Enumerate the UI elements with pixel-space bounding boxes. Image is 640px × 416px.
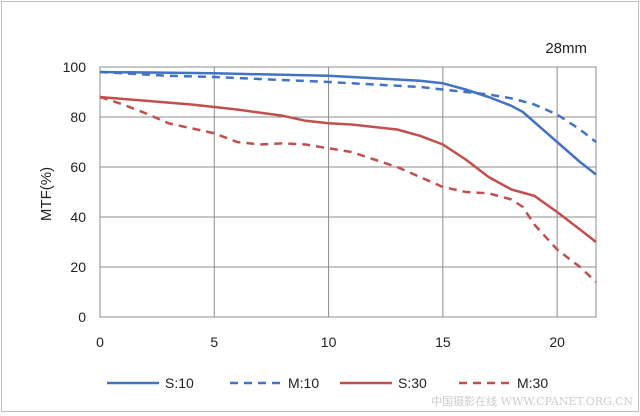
- x-tick-label: 20: [549, 334, 565, 350]
- series-line-1: [99, 70, 597, 176]
- chart-annotation: 28mm: [545, 40, 587, 57]
- y-tick-label: 0: [78, 309, 86, 325]
- legend-label-4: M:30: [517, 375, 548, 391]
- legend-label-2: M:10: [288, 375, 319, 391]
- grid: [99, 66, 597, 318]
- y-tick-label: 60: [70, 159, 86, 175]
- x-tick-label: 10: [321, 334, 337, 350]
- series-line-3: [99, 95, 597, 243]
- y-tick-label: 80: [70, 109, 86, 125]
- axes: 0 20 40 60 80 100 0 5 10 15 20: [63, 59, 565, 350]
- x-tick-label: 0: [96, 334, 104, 350]
- mtf-chart: 0 20 40 60 80 100 0 5 10 15 20 28mm MTF(%) S:10 M:1…: [38, 40, 633, 408]
- y-tick-label: 20: [70, 259, 86, 275]
- series-line-2: [99, 70, 597, 143]
- series-lines: [99, 70, 597, 283]
- watermark: 中国摄影在线 WWW.CPANET.ORG.CN: [431, 394, 633, 408]
- legend-label-1: S:10: [165, 375, 194, 391]
- y-tick-label: 40: [70, 209, 86, 225]
- x-tick-label: 5: [210, 334, 218, 350]
- legend-label-3: S:30: [398, 375, 427, 391]
- series-line-4: [99, 95, 597, 283]
- y-tick-label: 100: [63, 59, 87, 75]
- legend: S:10 M:10 S:30 M:30: [107, 375, 548, 391]
- x-tick-label: 15: [435, 334, 451, 350]
- y-axis-label: MTF(%): [38, 167, 55, 221]
